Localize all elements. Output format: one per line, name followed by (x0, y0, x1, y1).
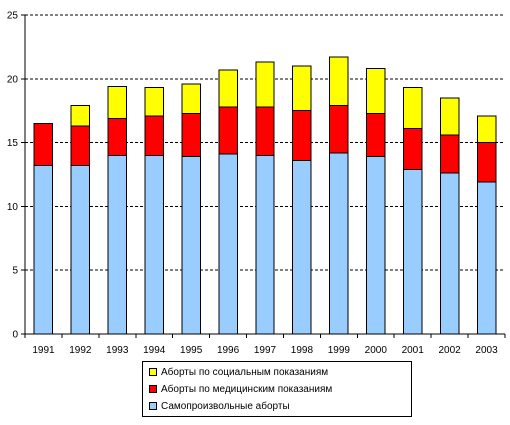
y-tick-label: 0 (12, 330, 18, 341)
bar-segment (476, 115, 497, 144)
bar-segment (366, 112, 386, 158)
bar-segment (70, 105, 91, 127)
y-tick-label: 5 (12, 266, 18, 277)
legend: Аборты по социальным показаниям Аборты п… (142, 361, 412, 417)
legend-label-social: Аборты по социальным показаниям (161, 366, 329, 378)
x-tick-label: 2002 (438, 345, 461, 356)
y-tick-label: 20 (7, 74, 19, 85)
bar-segment (218, 153, 238, 335)
bar-segment (181, 112, 201, 158)
bar-segment (107, 85, 128, 119)
x-tick-label: 1999 (328, 345, 351, 356)
x-tick-label: 2003 (475, 345, 498, 356)
x-tick-label: 1997 (254, 345, 277, 356)
legend-label-spontaneous: Самопроизвольные аборты (161, 400, 290, 412)
plot-area: 0 5 10 15 20 25 1991 1992 1993 1994 1995 1996 1997 19… (7, 11, 506, 356)
x-tick-label: 1992 (69, 345, 92, 356)
bar-segment (144, 154, 164, 335)
x-tick-label: 2000 (365, 345, 388, 356)
x-tick-label: 2001 (402, 345, 425, 356)
x-tick-label: 1993 (106, 345, 129, 356)
bar-segment (439, 172, 460, 335)
legend-swatch-medical (149, 385, 157, 393)
bar-segment (476, 142, 497, 183)
bar-segment (181, 83, 201, 114)
bar-segment (439, 134, 460, 174)
legend-item-social: Аборты по социальным показаниям (149, 365, 328, 379)
x-tick-label: 1998 (291, 345, 314, 356)
legend-swatch-social (149, 368, 157, 376)
bar-segment (366, 156, 386, 335)
bar-segment (181, 156, 201, 335)
legend-label-medical: Аборты по медицинским показаниям (161, 383, 333, 395)
bar-segment (292, 110, 312, 161)
bar-segment (402, 168, 423, 335)
bar-segment (292, 159, 312, 335)
bar-segment (144, 87, 164, 117)
bar-segment (402, 128, 423, 170)
y-tick-label: 15 (7, 138, 19, 149)
bar-segment (33, 122, 54, 167)
bar-segment (33, 165, 54, 335)
bar-segment (255, 154, 275, 335)
bar-segment (218, 69, 238, 108)
bar-segment (329, 152, 349, 335)
legend-swatch-spontaneous (149, 402, 157, 410)
bar-segment (329, 56, 349, 107)
bar-segment (292, 65, 312, 112)
x-tick-label: 1994 (143, 345, 166, 356)
bar-segment (107, 117, 128, 156)
bar-segment (439, 97, 460, 136)
bar-segment (70, 125, 91, 167)
legend-item-spontaneous: Самопроизвольные аборты (149, 399, 290, 413)
bar-segment (218, 106, 238, 155)
bar-segment (107, 154, 128, 335)
x-tick-label: 1995 (180, 345, 203, 356)
x-tick-label: 1991 (32, 345, 55, 356)
x-tick-label: 1996 (217, 345, 240, 356)
y-tick-label: 10 (7, 202, 19, 213)
bar-segment (255, 61, 275, 108)
bar-segment (476, 181, 497, 335)
bar-segment (255, 106, 275, 156)
bar-segment (329, 105, 349, 154)
bar-segment (402, 87, 423, 130)
bar-segment (144, 115, 164, 156)
y-tick-label: 25 (7, 11, 19, 22)
legend-item-medical: Аборты по медицинским показаниям (149, 382, 332, 396)
bar-segment (366, 68, 386, 114)
bar-segment (70, 165, 91, 335)
